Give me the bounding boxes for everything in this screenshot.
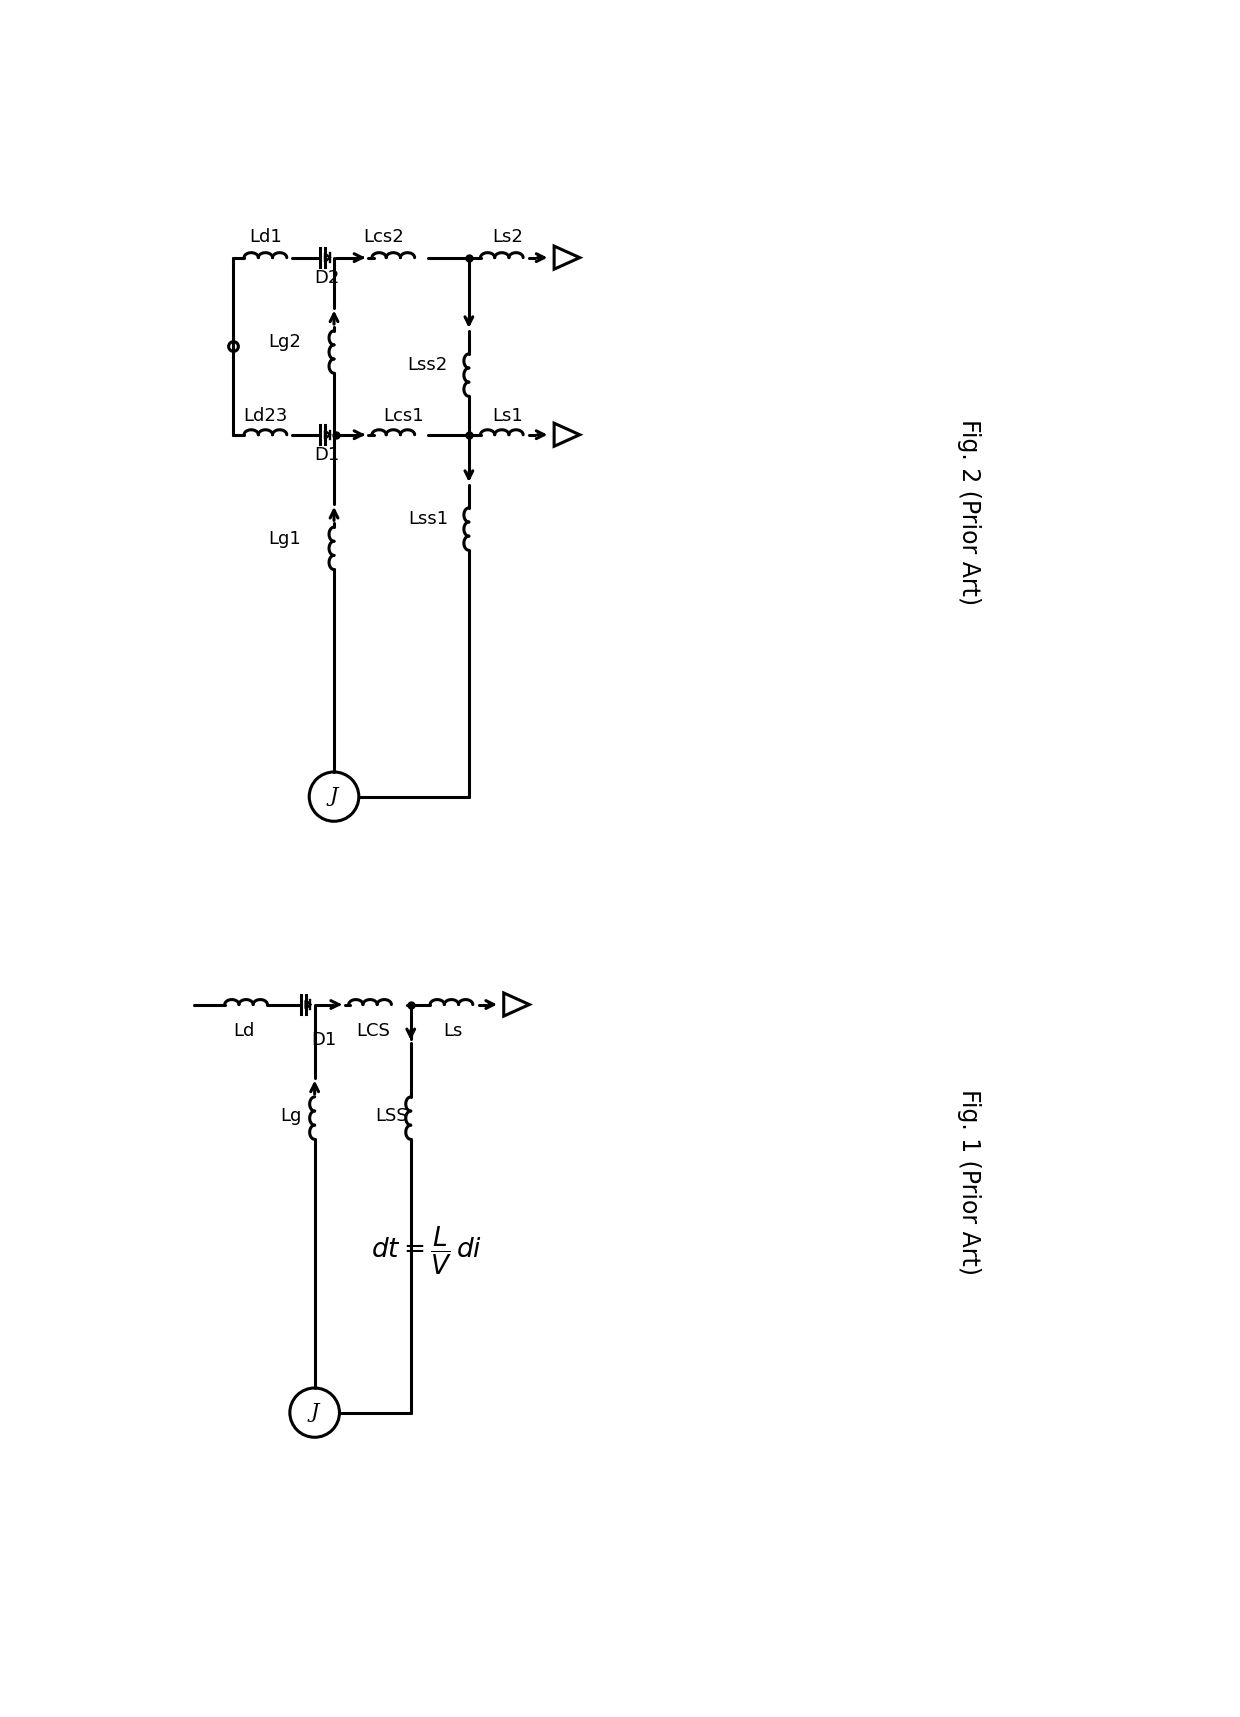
Text: Ld: Ld xyxy=(233,1022,254,1041)
Text: Ld1: Ld1 xyxy=(249,228,283,246)
Text: $dt = \dfrac{L}{V}\,di$: $dt = \dfrac{L}{V}\,di$ xyxy=(371,1224,482,1277)
Text: Ls: Ls xyxy=(444,1022,463,1041)
Text: Lg: Lg xyxy=(280,1107,301,1125)
Text: Lcs2: Lcs2 xyxy=(363,228,404,246)
Text: LCS: LCS xyxy=(357,1022,391,1041)
Text: Lcs1: Lcs1 xyxy=(383,407,424,426)
Text: Ls1: Ls1 xyxy=(492,407,523,426)
Text: D1: D1 xyxy=(311,1032,337,1049)
Text: Lg2: Lg2 xyxy=(268,333,300,352)
Text: D1: D1 xyxy=(314,446,339,464)
Text: Fig. 1 (Prior Art): Fig. 1 (Prior Art) xyxy=(957,1089,981,1274)
Text: Lg1: Lg1 xyxy=(268,529,300,548)
Text: J: J xyxy=(310,1403,319,1422)
Text: LSS: LSS xyxy=(374,1107,408,1125)
Text: Ls2: Ls2 xyxy=(492,228,523,246)
Text: D2: D2 xyxy=(314,270,340,287)
Text: Fig. 2 (Prior Art): Fig. 2 (Prior Art) xyxy=(957,419,981,604)
Text: Ld23: Ld23 xyxy=(243,407,288,426)
Text: Lss2: Lss2 xyxy=(408,357,448,374)
Text: J: J xyxy=(330,786,339,805)
Text: Lss1: Lss1 xyxy=(408,510,448,529)
